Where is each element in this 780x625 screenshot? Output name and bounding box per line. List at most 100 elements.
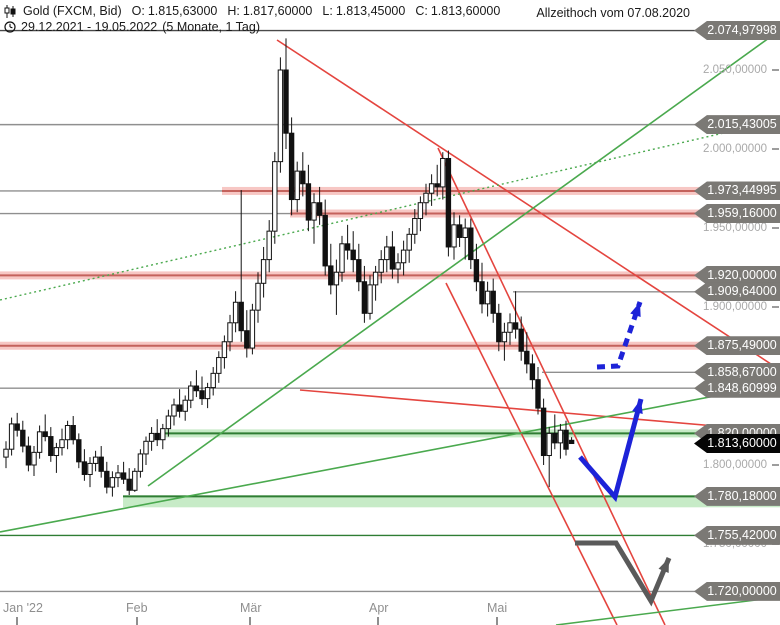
candle-body (64, 425, 71, 441)
candle-body (456, 224, 463, 238)
alt-scenario-gray-arrowhead (658, 558, 669, 574)
candle-body (305, 183, 312, 221)
candle-body (445, 157, 452, 248)
y-axis-label: 1.800,00000 (703, 459, 767, 471)
price-level-tag[interactable]: 1.920,00000 (694, 265, 780, 285)
x-axis-tick (377, 617, 379, 625)
candle-body (563, 429, 569, 450)
candle-body (412, 218, 418, 235)
current-price-tag[interactable]: 1.813,60000 (694, 434, 780, 453)
uptrend-line (147, 29, 780, 487)
downtrend-line (299, 389, 751, 430)
date-range-row: 29.12.2021 - 19.05.2022 (5 Monate, 1 Tag… (4, 19, 260, 34)
low-value: 1.813,45000 (335, 4, 406, 18)
candle-body (204, 387, 211, 400)
price-level-tag[interactable]: 1.875,49000 (694, 336, 780, 356)
candle-body (518, 328, 524, 352)
price-level-tag[interactable]: 2.074,97998 (694, 21, 780, 41)
candle-body (255, 282, 261, 311)
candlestick-icon (4, 4, 16, 18)
high-value: 1.817,60000 (242, 4, 313, 18)
downtrend-line (276, 39, 780, 371)
candle-body (328, 265, 334, 286)
candle-body (266, 230, 272, 261)
candle-body (372, 271, 379, 286)
price-level-tag[interactable]: 1.909,64000 (694, 282, 780, 302)
candle-body (132, 470, 138, 491)
y-axis-tick (772, 69, 779, 71)
candle-body (568, 439, 575, 445)
candle-body (199, 390, 205, 400)
candle-body (462, 227, 468, 238)
candle-body (339, 243, 345, 273)
candle-body (400, 249, 407, 264)
candle-body (512, 322, 519, 330)
y-axis-label: 1.950,00000 (703, 222, 767, 234)
candle-body (283, 69, 289, 134)
candle-body (356, 259, 362, 283)
high-label: H: (227, 4, 240, 18)
candle-body (171, 404, 177, 417)
candle-body (216, 357, 222, 374)
candle-body (193, 385, 200, 392)
price-level-tag[interactable]: 1.848,60999 (694, 378, 780, 398)
candle-body (87, 462, 93, 475)
candle-body (176, 404, 183, 412)
candle-body (36, 431, 43, 453)
price-level-tag[interactable]: 1.755,42000 (694, 525, 780, 545)
candle-body (120, 472, 127, 480)
y-axis-label: 2.000,00000 (703, 143, 767, 155)
candle-body (507, 322, 513, 333)
candle-body (524, 350, 530, 365)
x-axis-tick (16, 617, 18, 625)
price-level-tag[interactable]: 1.720,00000 (694, 581, 780, 601)
candle-body (384, 246, 390, 261)
date-range: 29.12.2021 - 19.05.2022 (21, 19, 158, 34)
candle-body (182, 399, 188, 412)
candle-body (160, 428, 166, 441)
candle-body (322, 214, 328, 267)
uptrend-line (555, 596, 780, 625)
candle-body (98, 456, 104, 472)
chart-header: Gold (FXCM, Bid) O: 1.815,63000 H: 1.817,6… (4, 3, 500, 19)
candle-body (115, 472, 121, 479)
candle-body (540, 407, 547, 457)
candle-body (490, 290, 496, 314)
x-axis-tick (496, 617, 498, 625)
y-axis-tick (772, 148, 779, 150)
instrument-title: Gold (FXCM, Bid) (23, 4, 122, 18)
candle-body (451, 224, 457, 248)
candle-body (333, 271, 340, 286)
candle-body (92, 456, 99, 464)
price-level-tag[interactable]: 2.015,43005 (694, 115, 780, 135)
price-level-tag[interactable]: 1.858,67000 (694, 362, 780, 382)
candle-body (440, 157, 446, 188)
candle-body (294, 170, 300, 201)
close-value: 1.813,60000 (430, 4, 501, 18)
candle-body (14, 423, 20, 431)
forecast-up-solid-arrowhead (632, 399, 643, 414)
candle-body (277, 69, 284, 163)
price-level-tag[interactable]: 1.780,18000 (694, 486, 780, 506)
downtrend-line (445, 282, 618, 625)
candle-body (25, 445, 32, 466)
candle-body (350, 249, 356, 261)
x-axis-tick (249, 617, 251, 625)
candle-body (535, 379, 541, 409)
candle-body (137, 453, 144, 472)
x-axis-tick (136, 617, 138, 625)
all-time-high-annotation: Allzeithoch vom 07.08.2020 (536, 6, 690, 20)
candle-body (501, 331, 508, 343)
candle-body (232, 301, 239, 324)
candle-body (479, 281, 485, 305)
forecast-up-dashed-arrow (596, 301, 643, 370)
candle-body (260, 259, 267, 284)
y-axis-tick (772, 227, 779, 229)
price-level-tag[interactable]: 1.959,16000 (694, 204, 780, 224)
candle-body (148, 432, 155, 442)
candle-body (311, 202, 317, 221)
candle-body (143, 440, 149, 455)
price-level-tag[interactable]: 1.973,44995 (694, 181, 780, 201)
